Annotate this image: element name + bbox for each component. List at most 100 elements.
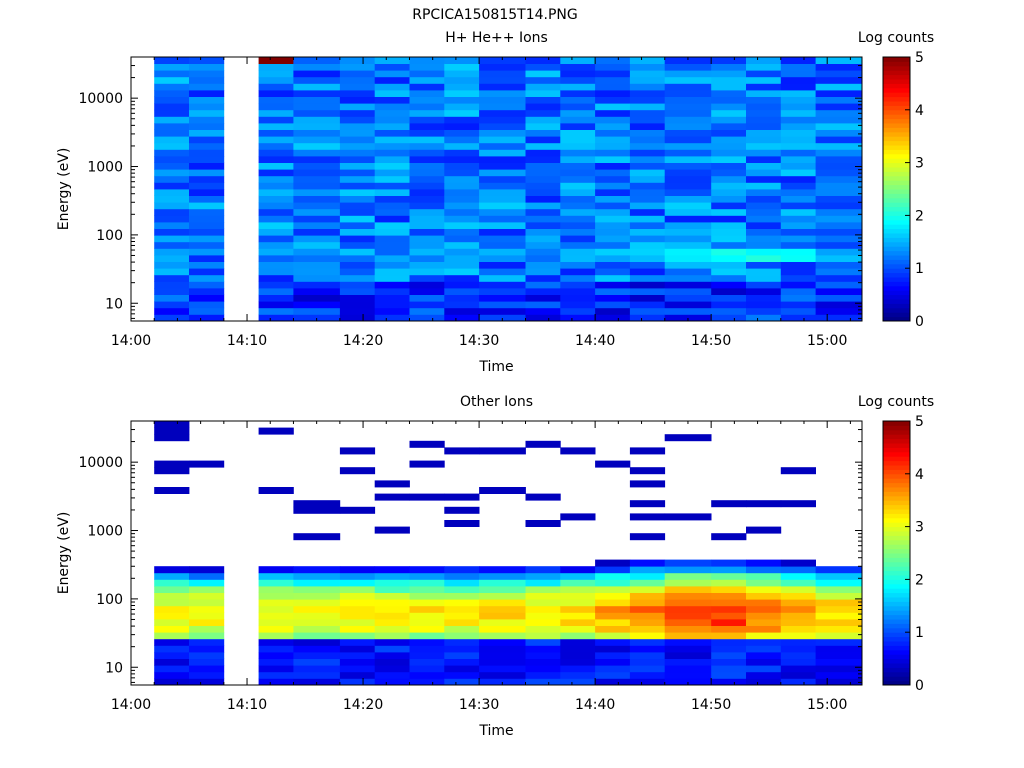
heatmap-cell <box>339 129 376 137</box>
heatmap-cell <box>189 632 225 640</box>
heatmap-cell <box>560 175 596 183</box>
colorbar-segment <box>883 443 910 448</box>
heatmap-cell <box>815 228 863 236</box>
heatmap-cell <box>664 76 712 84</box>
colorbar-segment <box>883 127 910 133</box>
heatmap-cell <box>629 149 666 157</box>
heatmap-cell <box>154 301 190 309</box>
heatmap-cell <box>444 605 480 613</box>
heatmap-cell <box>629 619 666 626</box>
heatmap-cell <box>293 605 341 613</box>
heatmap-cell <box>409 175 445 183</box>
heatmap-cell <box>780 665 816 673</box>
heatmap-cell <box>258 70 294 78</box>
heatmap-cell <box>525 215 561 223</box>
heatmap-cell <box>560 116 596 124</box>
colorbar-segment <box>883 193 910 199</box>
heatmap-cell <box>629 314 666 322</box>
heatmap-cell <box>746 175 782 183</box>
heatmap-cell <box>629 129 666 137</box>
heatmap-cell <box>374 76 410 84</box>
heatmap-cell <box>189 255 225 262</box>
heatmap-cell <box>525 70 561 78</box>
heatmap-cell <box>595 314 631 322</box>
heatmap-cell <box>746 235 782 243</box>
heatmap-cell <box>595 63 631 71</box>
heatmap-cell <box>339 215 376 223</box>
heatmap-cell <box>444 63 480 71</box>
x-tick-label: 14:20 <box>343 333 383 349</box>
heatmap-cell <box>664 222 712 229</box>
heatmap-cell <box>780 70 816 78</box>
heatmap-cell <box>664 142 712 150</box>
heatmap-cell <box>711 202 747 210</box>
heatmap-cell <box>374 235 410 243</box>
heatmap-cell <box>409 645 445 653</box>
heatmap-cell <box>293 96 341 104</box>
heatmap-cell <box>595 268 631 276</box>
heatmap-cell <box>525 586 561 593</box>
heatmap-cell <box>815 599 863 607</box>
heatmap-cell <box>746 612 782 620</box>
heatmap-cell <box>746 149 782 157</box>
heatmap-cell <box>746 665 782 673</box>
colorbar-segment <box>883 553 910 558</box>
heatmap-cell <box>339 123 376 130</box>
heatmap-cell <box>444 612 480 620</box>
heatmap-cell <box>154 255 190 262</box>
heatmap-cell <box>711 96 747 104</box>
colorbar-tick-label: 1 <box>915 261 924 277</box>
heatmap-cell <box>560 281 596 289</box>
heatmap-cell <box>746 274 782 282</box>
heatmap-cell <box>815 169 863 177</box>
x-tick-label: 15:00 <box>807 333 847 349</box>
heatmap-cell <box>258 645 294 653</box>
heatmap-cell <box>409 572 445 580</box>
heatmap-cell <box>409 255 445 262</box>
heatmap-cell <box>525 169 561 177</box>
heatmap-cell <box>711 136 747 144</box>
heatmap-cell <box>374 632 410 640</box>
heatmap-cell <box>154 142 190 150</box>
heatmap-cell <box>629 189 666 196</box>
heatmap-cell <box>746 619 782 626</box>
heatmap-cell <box>664 228 712 236</box>
heatmap-cell <box>629 288 666 295</box>
heatmap-cell <box>339 572 376 580</box>
heatmap-cell <box>409 605 445 613</box>
colorbar-segment <box>883 671 910 677</box>
heatmap-cell <box>293 281 341 289</box>
heatmap-cell <box>293 182 341 190</box>
colorbar-segment <box>883 504 910 510</box>
colorbar-segment <box>883 500 910 506</box>
heatmap-cell <box>629 301 666 309</box>
heatmap-cell <box>780 658 816 666</box>
heatmap-cell <box>189 288 225 295</box>
heatmap-cell <box>479 57 526 64</box>
heatmap-cell <box>374 248 410 256</box>
heatmap-cell <box>780 586 816 593</box>
heatmap-cell <box>780 202 816 210</box>
heatmap-cell <box>409 460 445 468</box>
heatmap-cell <box>293 652 341 659</box>
heatmap-cell <box>258 638 294 646</box>
heatmap-cell <box>629 652 666 659</box>
heatmap-cell <box>664 255 712 262</box>
heatmap-cell <box>154 116 190 124</box>
heatmap-cell <box>780 129 816 137</box>
heatmap-cell <box>595 248 631 256</box>
heatmap-cell <box>258 301 294 309</box>
heatmap-cell <box>258 195 294 203</box>
heatmap-cell <box>409 652 445 659</box>
heatmap-cell <box>479 202 526 210</box>
heatmap-cell <box>444 268 480 276</box>
colorbar-segment <box>883 605 910 611</box>
heatmap-cell <box>664 156 712 163</box>
heatmap-cell <box>339 625 376 633</box>
heatmap-cell <box>664 658 712 666</box>
heatmap-cell <box>339 632 376 640</box>
heatmap-cell <box>746 248 782 256</box>
heatmap-cell <box>479 129 526 137</box>
heatmap-cell <box>664 129 712 137</box>
heatmap-cell <box>189 268 225 276</box>
